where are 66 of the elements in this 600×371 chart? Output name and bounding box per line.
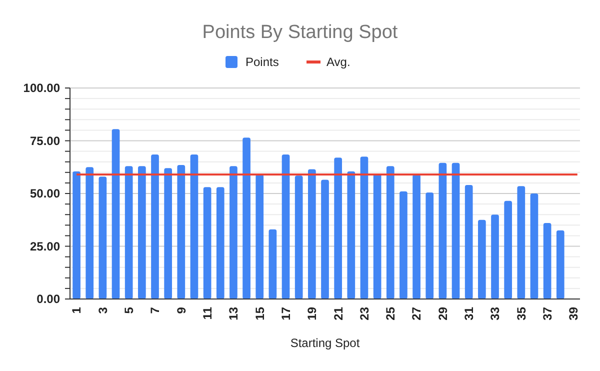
x-axis-title: Starting Spot bbox=[290, 336, 360, 350]
bar bbox=[203, 187, 212, 299]
bar bbox=[321, 180, 329, 299]
bar bbox=[504, 200, 512, 299]
y-tick-label: 100.00 bbox=[23, 81, 60, 96]
x-tick-label: 15 bbox=[252, 306, 267, 320]
bar bbox=[426, 192, 434, 299]
bar bbox=[478, 220, 486, 299]
bar bbox=[308, 169, 316, 299]
bar bbox=[98, 176, 107, 299]
bar bbox=[334, 158, 342, 299]
x-tick-label: 21 bbox=[331, 306, 346, 320]
y-tick-label: 0.00 bbox=[36, 292, 60, 306]
x-tick-label: 11 bbox=[200, 306, 215, 320]
x-tick-label: 7 bbox=[148, 306, 162, 314]
y-tick-label: 25.00 bbox=[30, 239, 60, 254]
bar bbox=[294, 176, 303, 299]
x-tick-label: 3 bbox=[96, 306, 110, 314]
bar bbox=[517, 186, 526, 299]
bar bbox=[177, 165, 186, 299]
y-tick-label: 50.00 bbox=[30, 186, 60, 201]
bar bbox=[543, 223, 552, 299]
x-tick-label: 5 bbox=[122, 306, 136, 314]
bar bbox=[216, 187, 224, 299]
bar bbox=[386, 166, 394, 299]
x-tick-label: 29 bbox=[436, 306, 450, 320]
x-tick-label: 1 bbox=[70, 306, 84, 314]
x-tick-label: 19 bbox=[305, 306, 320, 320]
x-tick-label: 27 bbox=[410, 306, 424, 320]
bar bbox=[400, 191, 408, 299]
bar bbox=[138, 166, 146, 299]
bar bbox=[86, 167, 94, 299]
bar bbox=[164, 168, 172, 299]
chart-title: Points By Starting Spot bbox=[202, 22, 398, 43]
legend-label: Points bbox=[246, 55, 279, 70]
bar bbox=[347, 171, 356, 299]
legend-label: Avg. bbox=[326, 55, 350, 70]
x-tick-label: 13 bbox=[226, 306, 241, 320]
bar bbox=[268, 229, 277, 299]
bar bbox=[412, 174, 420, 299]
bar bbox=[112, 129, 120, 299]
bar bbox=[242, 138, 250, 299]
bar bbox=[530, 194, 538, 299]
x-tick-label: 33 bbox=[488, 306, 502, 320]
x-tick-label: 35 bbox=[514, 306, 528, 320]
bar bbox=[256, 174, 264, 299]
x-tick-label: 17 bbox=[278, 306, 293, 320]
bar bbox=[464, 185, 473, 299]
bar bbox=[556, 230, 564, 299]
y-tick-label: 75.00 bbox=[30, 134, 60, 148]
bar bbox=[72, 171, 80, 299]
x-tick-label: 23 bbox=[357, 306, 372, 320]
bar bbox=[452, 162, 460, 299]
x-tick-label: 39 bbox=[566, 306, 581, 320]
x-tick-label: 9 bbox=[174, 306, 188, 314]
x-tick-label: 37 bbox=[540, 306, 555, 320]
bar bbox=[438, 162, 447, 299]
x-tick-label: 25 bbox=[384, 306, 398, 320]
bar bbox=[124, 166, 133, 299]
bar bbox=[282, 154, 290, 299]
bar bbox=[151, 154, 159, 299]
bar bbox=[360, 156, 368, 299]
x-tick-label: 31 bbox=[462, 306, 476, 320]
bar bbox=[491, 214, 499, 299]
bar bbox=[230, 166, 238, 299]
bar bbox=[190, 154, 198, 299]
